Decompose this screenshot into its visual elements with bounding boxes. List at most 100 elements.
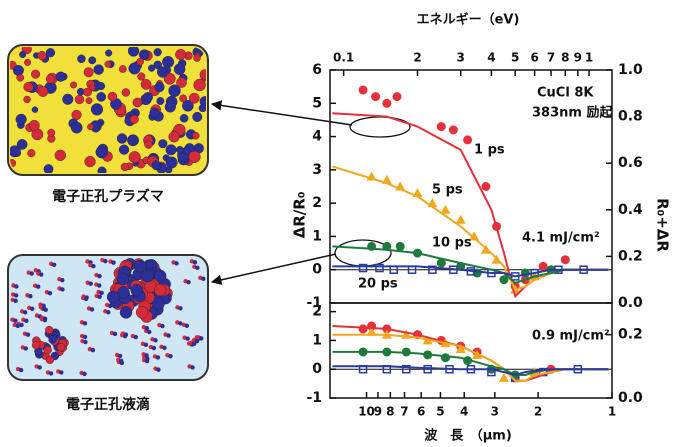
particle bbox=[32, 107, 38, 113]
particle bbox=[133, 98, 142, 107]
particle bbox=[162, 346, 166, 350]
particle bbox=[106, 310, 110, 314]
x-tick-label: 2 bbox=[534, 405, 542, 419]
particle bbox=[56, 72, 66, 82]
particle bbox=[105, 61, 111, 67]
particle bbox=[72, 110, 82, 120]
particle bbox=[38, 87, 48, 97]
x-tick-label: 5 bbox=[511, 51, 519, 65]
particle bbox=[120, 306, 132, 318]
particle bbox=[91, 348, 95, 352]
particle bbox=[14, 284, 18, 288]
particle bbox=[129, 151, 141, 163]
particle bbox=[70, 82, 76, 88]
particle bbox=[147, 330, 151, 334]
particle bbox=[14, 293, 18, 297]
particle bbox=[52, 263, 56, 267]
particle bbox=[83, 321, 87, 325]
y2-axis-label: R₀+ΔR bbox=[654, 198, 672, 252]
particle bbox=[157, 97, 164, 104]
y-axis-label: ΔR/R₀ bbox=[291, 192, 309, 239]
particle bbox=[24, 96, 31, 103]
x-tick-label: 4 bbox=[487, 51, 495, 65]
particle bbox=[29, 120, 39, 130]
particle bbox=[193, 260, 197, 264]
y-tick-label: 1 bbox=[312, 332, 322, 348]
arrow bbox=[212, 104, 352, 125]
particle bbox=[124, 332, 128, 336]
particle bbox=[17, 74, 24, 81]
particle bbox=[82, 372, 86, 376]
particle bbox=[195, 339, 199, 343]
particle bbox=[60, 278, 64, 282]
particle bbox=[199, 104, 207, 112]
marker bbox=[539, 262, 548, 271]
particle bbox=[49, 336, 57, 344]
particle bbox=[89, 57, 96, 64]
x-tick-label: 10 bbox=[358, 405, 375, 419]
y-tick-label: 0 bbox=[312, 262, 322, 278]
particle bbox=[89, 281, 93, 285]
particle bbox=[24, 59, 31, 66]
series-label: 10 ps bbox=[432, 236, 472, 251]
particle bbox=[30, 307, 34, 311]
x-tick-label: 7 bbox=[547, 51, 555, 65]
particle bbox=[118, 354, 122, 358]
particle bbox=[178, 306, 182, 310]
particle bbox=[168, 354, 172, 358]
particle bbox=[131, 284, 143, 296]
marker bbox=[396, 242, 405, 251]
particle bbox=[24, 82, 34, 92]
particle bbox=[119, 145, 129, 155]
x-tick-label: 9 bbox=[374, 405, 382, 419]
particle bbox=[185, 336, 189, 340]
particle bbox=[97, 92, 106, 101]
particle bbox=[75, 95, 84, 104]
particle bbox=[128, 135, 135, 142]
particle bbox=[13, 318, 17, 322]
particle bbox=[46, 75, 55, 84]
particle bbox=[90, 307, 94, 311]
y-tick-label: 2 bbox=[312, 304, 322, 320]
particle bbox=[152, 346, 156, 350]
particle bbox=[166, 333, 170, 337]
particle bbox=[154, 284, 166, 296]
fit-line bbox=[332, 366, 608, 375]
particle bbox=[107, 291, 119, 303]
particle bbox=[160, 324, 164, 328]
particle bbox=[96, 146, 108, 158]
particle bbox=[118, 286, 130, 298]
particle bbox=[42, 306, 46, 310]
x-tick-label: 1 bbox=[608, 405, 616, 419]
particle bbox=[13, 299, 17, 303]
x-tick-label: 6 bbox=[530, 51, 538, 65]
y2-tick-label: 1.0 bbox=[618, 62, 643, 78]
particle bbox=[179, 95, 186, 102]
x-tick-label: 7 bbox=[400, 405, 408, 419]
particle bbox=[19, 323, 23, 327]
particle bbox=[144, 343, 148, 347]
particle bbox=[57, 343, 65, 351]
particle bbox=[105, 50, 112, 57]
particle bbox=[113, 332, 117, 336]
illustration-label: 電子正孔プラズマ bbox=[52, 188, 164, 205]
y-tick-label: 0 bbox=[312, 361, 322, 377]
highlight-ellipse bbox=[335, 240, 391, 266]
particle bbox=[94, 65, 104, 75]
particle bbox=[108, 92, 117, 101]
particle bbox=[97, 82, 105, 90]
particle bbox=[87, 124, 93, 130]
particle bbox=[32, 341, 40, 349]
x-tick-label: 3 bbox=[491, 405, 499, 419]
y-tick-label: 5 bbox=[312, 95, 322, 111]
particle bbox=[111, 260, 115, 264]
y-tick-label: -1 bbox=[306, 390, 322, 406]
annotation: CuCl 8K bbox=[537, 86, 594, 101]
particle bbox=[165, 102, 176, 113]
particle bbox=[55, 150, 66, 161]
particle bbox=[19, 368, 23, 372]
particle bbox=[193, 112, 203, 122]
x-tick-label: 4 bbox=[460, 405, 468, 419]
particle bbox=[103, 259, 107, 263]
